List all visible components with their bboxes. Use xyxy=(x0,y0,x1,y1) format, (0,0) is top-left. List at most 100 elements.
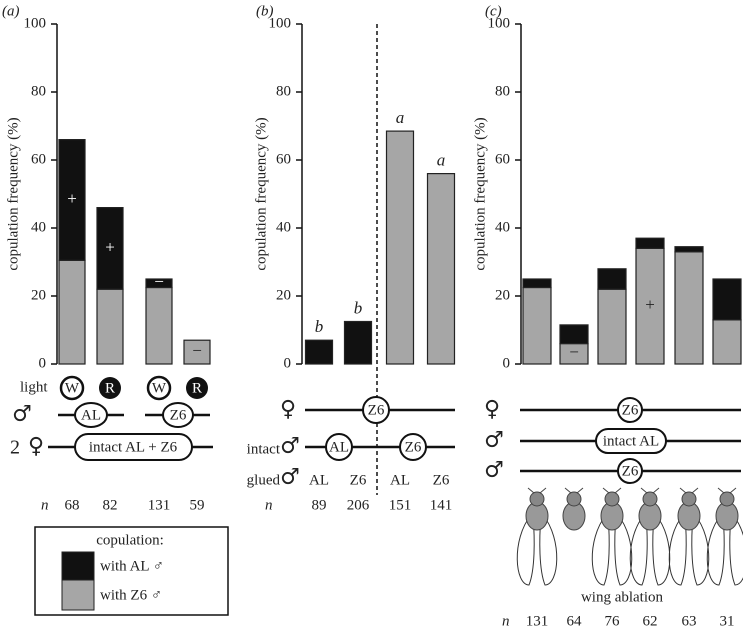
row-label: light xyxy=(20,379,48,395)
fly-head xyxy=(604,491,620,507)
female-symbol: ♀ xyxy=(484,397,500,422)
fly-wing xyxy=(614,514,633,586)
significance-letter: b xyxy=(315,317,324,336)
genotype-pill xyxy=(325,433,353,461)
n-value: 206 xyxy=(347,497,370,513)
genotype-pill xyxy=(74,402,108,428)
bar-segment xyxy=(674,251,704,365)
male-symbol: ♂ xyxy=(484,458,504,483)
fly-antenna xyxy=(717,487,725,494)
fly-antenna xyxy=(679,487,687,494)
fly-wing xyxy=(668,514,687,586)
genotype-pill xyxy=(362,396,390,424)
genotype-pill xyxy=(399,433,427,461)
row-label: intact xyxy=(247,441,281,457)
panel-label: (c) xyxy=(485,3,502,19)
fly-antenna xyxy=(527,487,535,494)
y-axis-label: copulation frequency (%) xyxy=(253,117,269,270)
legend-label: with Z6 ♂ xyxy=(100,587,162,603)
y-tick-label: 0 xyxy=(39,355,47,371)
bar-segment xyxy=(712,319,742,365)
fly-wing xyxy=(706,514,725,586)
bar-segment xyxy=(58,259,86,365)
n-value: 63 xyxy=(682,613,697,629)
y-tick-label: 40 xyxy=(31,219,46,235)
n-value: 68 xyxy=(65,497,80,513)
bar-segment xyxy=(145,278,173,289)
bar-segment xyxy=(712,278,742,321)
y-tick-label: 80 xyxy=(31,83,46,99)
fly-head xyxy=(719,491,735,507)
genotype: intact AL + Z6 xyxy=(89,439,178,455)
n-value: 59 xyxy=(190,497,205,513)
y-tick-label: 100 xyxy=(488,15,511,31)
bar-segment xyxy=(96,207,124,290)
light-label: R xyxy=(192,380,202,396)
genotype-pill xyxy=(595,428,667,454)
n-value: 62 xyxy=(643,613,658,629)
genotype-pill xyxy=(617,458,643,484)
significance-mark: + xyxy=(105,237,115,256)
fly-antenna xyxy=(539,487,547,494)
male-symbol: ♂ xyxy=(12,402,32,427)
y-tick-label: 100 xyxy=(24,15,47,31)
y-tick-label: 40 xyxy=(276,219,291,235)
y-tick-label: 0 xyxy=(503,355,511,371)
y-tick-label: 80 xyxy=(276,83,291,99)
light-icon xyxy=(146,375,172,401)
genotype: Z6 xyxy=(622,463,639,479)
light-label: W xyxy=(65,380,80,396)
n-value: 89 xyxy=(312,497,327,513)
n-value: 151 xyxy=(389,497,412,513)
fly-antenna xyxy=(602,487,610,494)
n-value: 131 xyxy=(526,613,549,629)
significance-letter: b xyxy=(354,298,363,317)
bar-segment xyxy=(145,286,173,365)
x-tick-label: AL xyxy=(309,472,329,488)
light-label: R xyxy=(105,380,115,396)
fly-antenna xyxy=(640,487,648,494)
genotype-pill xyxy=(617,397,643,423)
genotype-pill xyxy=(74,433,193,461)
bar xyxy=(385,130,415,365)
fly-wing xyxy=(539,514,558,586)
bar-segment xyxy=(522,278,552,289)
x-tick-label: AL xyxy=(390,472,410,488)
female-count: 2 xyxy=(10,437,20,459)
significance-mark: − xyxy=(154,272,164,291)
female-symbol: ♀ xyxy=(280,397,296,422)
legend-swatch xyxy=(61,579,95,611)
bar-segment xyxy=(522,286,552,365)
n-value: 141 xyxy=(430,497,453,513)
bar xyxy=(304,339,334,365)
fly-antenna xyxy=(691,487,699,494)
n-value: 82 xyxy=(103,497,118,513)
panel-label: (b) xyxy=(256,3,274,19)
fly-head xyxy=(529,491,545,507)
bar-segment xyxy=(597,268,627,290)
n-value: 64 xyxy=(567,613,583,629)
y-tick-label: 60 xyxy=(31,151,46,167)
fly-wing xyxy=(591,514,610,586)
y-tick-label: 20 xyxy=(276,287,291,303)
y-tick-label: 0 xyxy=(284,355,292,371)
significance-mark: − xyxy=(192,341,202,360)
panel-c-rows: ♀ Z6 ♂ intact AL ♂ Z6 wing ablation xyxy=(484,397,741,605)
genotype: AL xyxy=(329,439,349,455)
y-tick-label: 100 xyxy=(269,15,292,31)
fly-head xyxy=(566,491,582,507)
genotype: Z6 xyxy=(368,402,385,418)
legend-title: copulation: xyxy=(96,532,164,548)
bar xyxy=(343,320,373,365)
fly-antenna xyxy=(564,487,572,494)
bar-segment xyxy=(559,324,589,345)
light-icon xyxy=(59,375,85,401)
genotype: AL xyxy=(81,407,101,423)
fly-antenna xyxy=(729,487,737,494)
fly-wing xyxy=(516,514,535,586)
y-axis-label: copulation frequency (%) xyxy=(5,117,21,270)
legend-swatch xyxy=(61,551,95,581)
bar-segment xyxy=(597,288,627,365)
genotype-pill xyxy=(162,402,194,428)
n-value: 76 xyxy=(605,613,621,629)
